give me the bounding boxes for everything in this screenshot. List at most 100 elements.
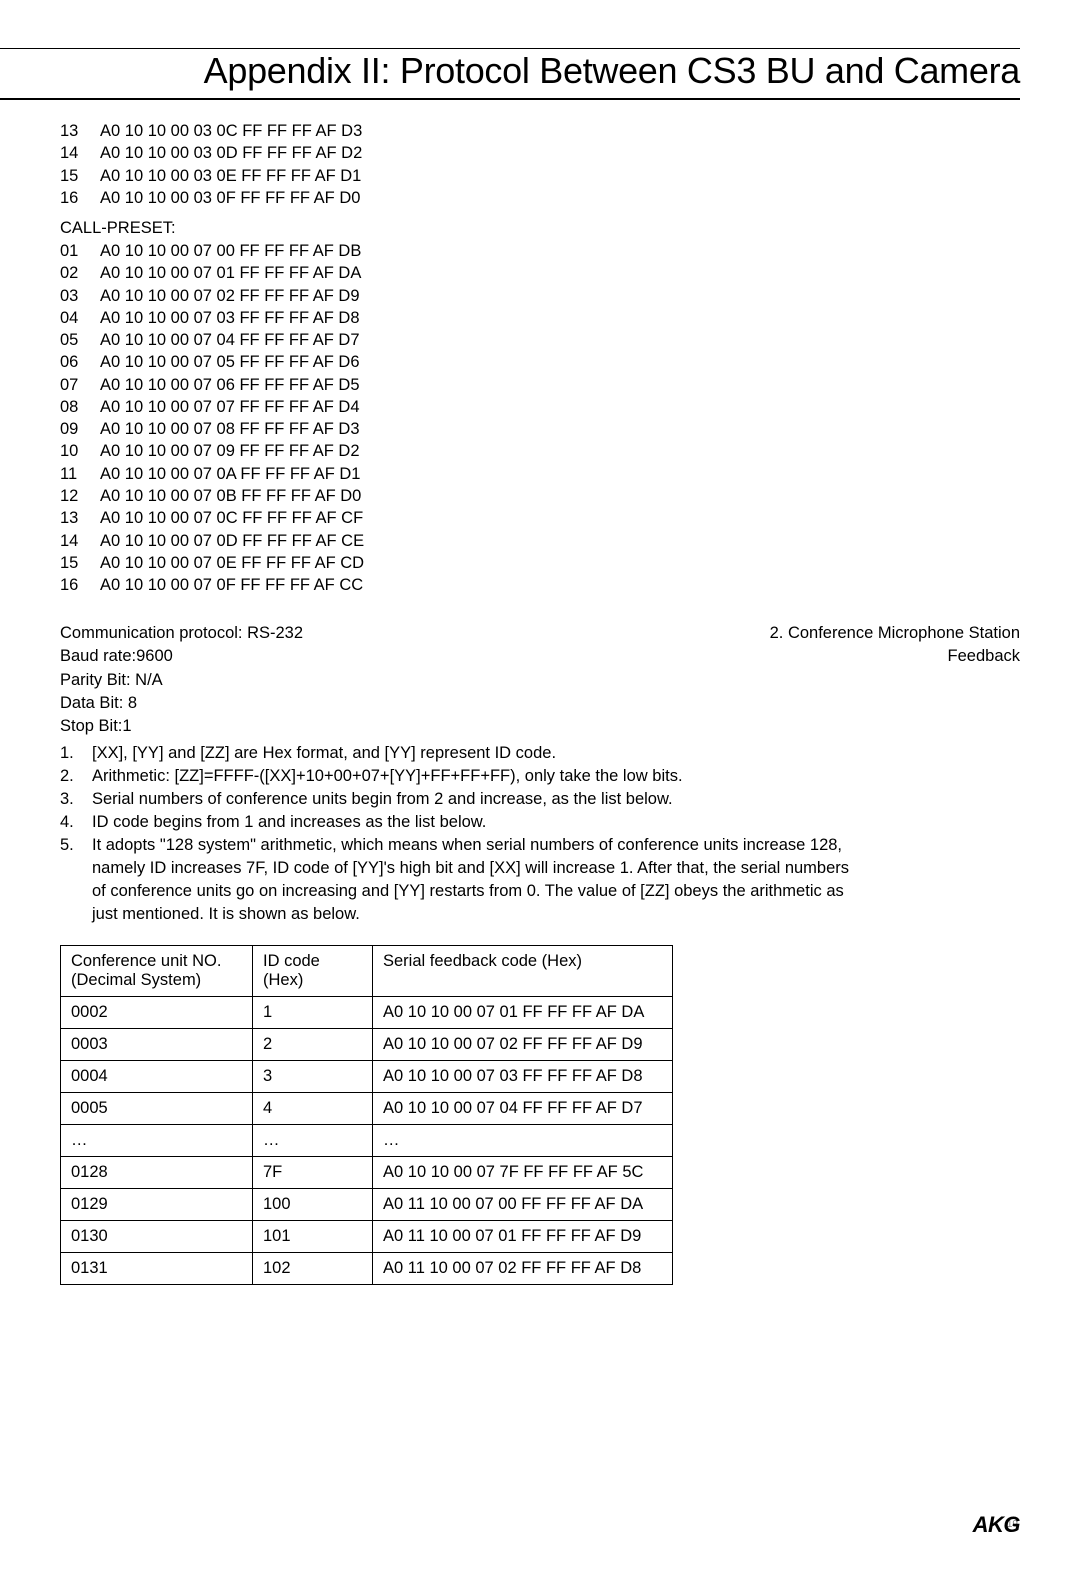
code-index: 07 <box>60 374 82 396</box>
note-number: 5. <box>60 834 82 926</box>
code-row: 14 A0 10 10 00 07 0D FF FF FF AF CE <box>60 530 1020 552</box>
table-cell: 0130 <box>61 1220 253 1252</box>
code-index: 12 <box>60 485 82 507</box>
table-header-serial: Serial feedback code (Hex) <box>373 945 673 996</box>
table-cell: 0002 <box>61 996 253 1028</box>
code-index: 05 <box>60 329 82 351</box>
notes-list: 1.[XX], [YY] and [ZZ] are Hex format, an… <box>60 742 1020 927</box>
table-row: 01287FA0 10 10 00 07 7F FF FF FF AF 5C <box>61 1156 673 1188</box>
note-row: 3. Serial numbers of conference units beg… <box>60 788 1020 811</box>
code-row: 09 A0 10 10 00 07 08 FF FF FF AF D3 <box>60 418 1020 440</box>
note-row: 2. Arithmetic: [ZZ]=FFFF-([XX]+10+00+07+[… <box>60 765 1020 788</box>
protocol-line: Communication protocol: RS-232 <box>60 622 750 645</box>
code-row: 07 A0 10 10 00 07 06 FF FF FF AF D5 <box>60 374 1020 396</box>
page-header: Appendix II: Protocol Between CS3 BU and… <box>0 48 1020 100</box>
table-cell: … <box>253 1124 373 1156</box>
note-number: 2. <box>60 765 82 788</box>
table-cell: A0 11 10 00 07 00 FF FF FF AF DA <box>373 1188 673 1220</box>
code-index: 09 <box>60 418 82 440</box>
code-row: 05A0 10 10 00 07 04 FF FF FF AF D7 <box>60 329 1020 351</box>
table-cell: A0 10 10 00 07 7F FF FF FF AF 5C <box>373 1156 673 1188</box>
table-header-unit-line1: Conference unit NO. <box>71 952 221 970</box>
protocol-left: Communication protocol: RS-232Baud rate:… <box>60 622 750 737</box>
code-value: A0 10 10 00 07 08 FF FF FF AF D3 <box>100 418 360 440</box>
table-cell: 2 <box>253 1028 373 1060</box>
note-row: 1.[XX], [YY] and [ZZ] are Hex format, an… <box>60 742 1020 765</box>
code-row: 13A0 10 10 00 03 0C FF FF FF AF D3 <box>60 120 1020 142</box>
code-row: 03 A0 10 10 00 07 02 FF FF FF AF D9 <box>60 285 1020 307</box>
code-value: A0 10 10 00 07 03 FF FF FF AF D8 <box>100 307 360 329</box>
table-row: 0131102A0 11 10 00 07 02 FF FF FF AF D8 <box>61 1252 673 1284</box>
table-cell: … <box>61 1124 253 1156</box>
table-cell: 102 <box>253 1252 373 1284</box>
code-row: 11A0 10 10 00 07 0A FF FF FF AF D1 <box>60 463 1020 485</box>
protocol-line: Baud rate:9600 <box>60 645 750 668</box>
call-preset-list: 01A0 10 10 00 07 00 FF FF FF AF DB02 A0 1… <box>60 240 1020 596</box>
note-number: 3. <box>60 788 82 811</box>
code-index: 10 <box>60 440 82 462</box>
table-cell: 0128 <box>61 1156 253 1188</box>
table-row: 00021A0 10 10 00 07 01 FF FF FF AF DA <box>61 996 673 1028</box>
code-index: 14 <box>60 530 82 552</box>
code-value: A0 10 10 00 07 01 FF FF FF AF DA <box>100 262 361 284</box>
note-text: [XX], [YY] and [ZZ] are Hex format, and … <box>92 742 852 765</box>
protocol-line: Data Bit: 8 <box>60 692 750 715</box>
code-row: 10 A0 10 10 00 07 09 FF FF FF AF D2 <box>60 440 1020 462</box>
table-cell: 0129 <box>61 1188 253 1220</box>
content-area: 13A0 10 10 00 03 0C FF FF FF AF D314A0 1… <box>0 100 1080 1285</box>
code-index: 14 <box>60 142 82 164</box>
table-header-row: Conference unit NO. (Decimal System) ID … <box>61 945 673 996</box>
code-row: 01A0 10 10 00 07 00 FF FF FF AF DB <box>60 240 1020 262</box>
table-cell: 100 <box>253 1188 373 1220</box>
table-header-id: ID code (Hex) <box>253 945 373 996</box>
note-text: Serial numbers of conference units begin… <box>92 788 852 811</box>
table-cell: A0 10 10 00 07 04 FF FF FF AF D7 <box>373 1092 673 1124</box>
code-value: A0 10 10 00 03 0D FF FF FF AF D2 <box>100 142 362 164</box>
code-row: 02 A0 10 10 00 07 01 FF FF FF AF DA <box>60 262 1020 284</box>
table-row: 00054A0 10 10 00 07 04 FF FF FF AF D7 <box>61 1092 673 1124</box>
code-index: 03 <box>60 285 82 307</box>
code-index: 15 <box>60 552 82 574</box>
code-value: A0 10 10 00 07 00 FF FF FF AF DB <box>100 240 361 262</box>
note-text: Arithmetic: [ZZ]=FFFF-([XX]+10+00+07+[YY… <box>92 765 852 788</box>
code-index: 15 <box>60 165 82 187</box>
code-value: A0 10 10 00 03 0C FF FF FF AF D3 <box>100 120 362 142</box>
code-row: 04A0 10 10 00 07 03 FF FF FF AF D8 <box>60 307 1020 329</box>
code-row: 15 A0 10 10 00 03 0E FF FF FF AF D1 <box>60 165 1020 187</box>
protocol-line: Parity Bit: N/A <box>60 669 750 692</box>
note-row: 5.It adopts "128 system" arithmetic, whi… <box>60 834 1020 926</box>
code-index: 02 <box>60 262 82 284</box>
protocol-line: 2. Conference Microphone Station <box>770 622 1020 645</box>
code-index: 11 <box>60 463 82 485</box>
table-row: 0129100A0 11 10 00 07 00 FF FF FF AF DA <box>61 1188 673 1220</box>
note-text: ID code begins from 1 and increases as t… <box>92 811 852 834</box>
table-header-unit-line2: (Decimal System) <box>71 971 201 989</box>
note-number: 4. <box>60 811 82 834</box>
code-value: A0 10 10 00 07 0F FF FF FF AF CC <box>100 574 363 596</box>
code-value: A0 10 10 00 07 02 FF FF FF AF D9 <box>100 285 360 307</box>
table-cell: 1 <box>253 996 373 1028</box>
table-row: 0130101A0 11 10 00 07 01 FF FF FF AF D9 <box>61 1220 673 1252</box>
top-code-list: 13A0 10 10 00 03 0C FF FF FF AF D314 A0 1… <box>60 120 1020 209</box>
code-row: 16A0 10 10 00 03 0F FF FF FF AF D0 <box>60 187 1020 209</box>
code-value: A0 10 10 00 07 0E FF FF FF AF CD <box>100 552 364 574</box>
code-index: 16 <box>60 187 82 209</box>
code-value: A0 10 10 00 07 06 FF FF FF AF D5 <box>100 374 360 396</box>
code-row: 16 A0 10 10 00 07 0F FF FF FF AF CC <box>60 574 1020 596</box>
code-row: 14 A0 10 10 00 03 0D FF FF FF AF D2 <box>60 142 1020 164</box>
code-row: 12A0 10 10 00 07 0B FF FF FF AF D0 <box>60 485 1020 507</box>
code-value: A0 10 10 00 07 09 FF FF FF AF D2 <box>100 440 360 462</box>
call-preset-label: CALL-PRESET: <box>60 219 1020 238</box>
code-value: A0 10 10 00 07 05 FF FF FF AF D6 <box>100 351 360 373</box>
table-cell: … <box>373 1124 673 1156</box>
table-cell: 0131 <box>61 1252 253 1284</box>
code-value: A0 10 10 00 03 0E FF FF FF AF D1 <box>100 165 361 187</box>
code-value: A0 10 10 00 07 0D FF FF FF AF CE <box>100 530 364 552</box>
protocol-line: Feedback <box>770 645 1020 668</box>
protocol-right: 2. Conference Microphone StationFeedback <box>750 622 1020 737</box>
table-header-unit: Conference unit NO. (Decimal System) <box>61 945 253 996</box>
code-index: 16 <box>60 574 82 596</box>
table-cell: A0 11 10 00 07 01 FF FF FF AF D9 <box>373 1220 673 1252</box>
table-cell: 101 <box>253 1220 373 1252</box>
feedback-table: Conference unit NO. (Decimal System) ID … <box>60 945 673 1285</box>
